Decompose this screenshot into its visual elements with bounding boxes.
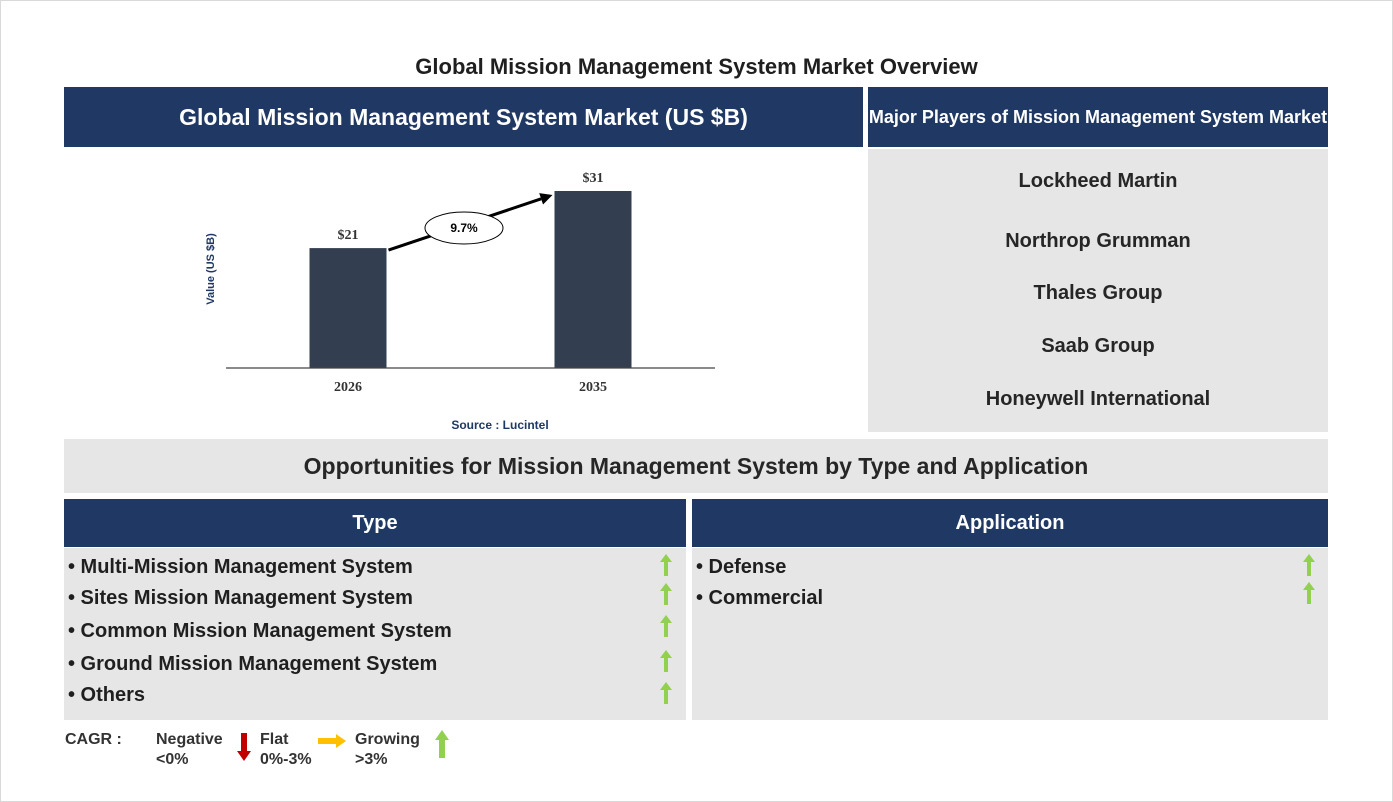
legend-negative: Negative <0% <box>156 730 223 770</box>
category-label: 2035 <box>579 380 607 395</box>
cagr-arrow-head <box>539 193 553 205</box>
page-title: Global Mission Management System Market … <box>415 54 978 79</box>
legend-growing-label: Growing <box>355 731 420 748</box>
flat-arrow-icon <box>318 734 346 748</box>
growing-arrow-icon <box>660 650 672 672</box>
negative-arrow-icon <box>237 733 251 761</box>
legend-negative-label: Negative <box>156 731 223 748</box>
type-item: • Common Mission Management System <box>68 620 452 642</box>
y-axis-label: Value (US $B) <box>205 233 217 305</box>
growing-arrow-icon <box>660 682 672 704</box>
market-bar-chart: Value (US $B) $21 2026 $31 2035 9.7% Source… <box>205 171 715 432</box>
type-item: • Others <box>68 684 146 706</box>
cagr-label: 9.7% <box>450 221 478 235</box>
bar-2026 <box>309 248 387 368</box>
type-header: Type <box>64 499 686 547</box>
growing-arrow-icon <box>660 554 672 576</box>
opportunities-header: Opportunities for Mission Management Sys… <box>64 439 1328 493</box>
legend-growing-range: >3% <box>355 751 388 768</box>
players-header: Major Players of Mission Management Syst… <box>868 87 1328 147</box>
legend-flat-range: 0%-3% <box>260 751 312 768</box>
type-item: • Multi-Mission Management System <box>68 556 413 578</box>
growing-arrow-icon <box>660 583 672 605</box>
legend-growing: Growing >3% <box>355 730 420 770</box>
type-item: • Sites Mission Management System <box>68 587 413 609</box>
legend-flat-label: Flat <box>260 731 289 748</box>
growing-arrow-icon <box>1303 554 1315 576</box>
chart-source: Source : Lucintel <box>451 418 548 432</box>
category-label: 2026 <box>334 380 362 395</box>
chart-header: Global Mission Management System Market … <box>64 87 863 147</box>
type-panel: • Multi-Mission Management System • Site… <box>64 548 686 720</box>
growing-arrow-icon <box>660 615 672 637</box>
growing-arrow-icon <box>1303 582 1315 604</box>
value-label: $21 <box>338 228 359 243</box>
player-item: Lockheed Martin <box>1018 170 1178 192</box>
legend-flat: Flat 0%-3% <box>260 730 312 770</box>
cagr-bubble <box>424 211 504 245</box>
legend-negative-range: <0% <box>156 751 189 768</box>
application-item: • Commercial <box>696 587 824 609</box>
application-panel: • Defense • Commercial <box>692 548 1328 720</box>
application-header: Application <box>692 499 1328 547</box>
players-panel: Lockheed Martin Northrop Grumman Thales … <box>868 149 1328 432</box>
player-item: Honeywell International <box>985 388 1211 410</box>
value-label: $31 <box>583 171 604 186</box>
application-item: • Defense <box>696 556 787 578</box>
type-item: • Ground Mission Management System <box>68 653 438 675</box>
player-item: Thales Group <box>1033 282 1163 304</box>
legend-label: CAGR : <box>65 731 122 748</box>
bar-2035 <box>554 191 632 368</box>
player-item: Northrop Grumman <box>1005 230 1191 252</box>
growing-arrow-icon <box>435 730 449 758</box>
player-item: Saab Group <box>1041 335 1155 357</box>
